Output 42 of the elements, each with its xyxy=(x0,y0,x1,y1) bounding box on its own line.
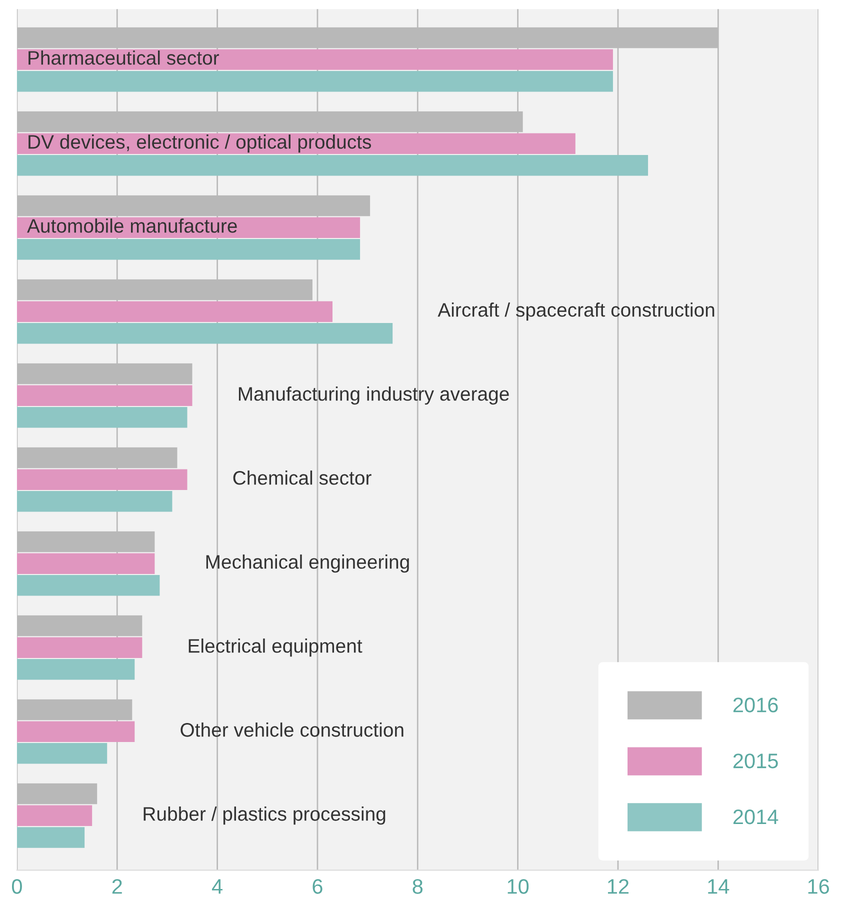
bar xyxy=(16,659,135,680)
bar xyxy=(16,491,172,512)
x-tick-label: 2 xyxy=(112,879,122,894)
y-tick-label: Other vehicle construction xyxy=(180,722,404,737)
bar xyxy=(16,743,108,764)
x-tick-label: 16 xyxy=(808,879,829,894)
x-tick-label: 4 xyxy=(212,879,222,894)
bar xyxy=(16,469,188,490)
legend-label: 2014 xyxy=(733,810,778,824)
x-tick-label: 8 xyxy=(412,879,423,894)
bar xyxy=(16,385,192,406)
bar xyxy=(16,637,142,658)
bar xyxy=(16,323,393,344)
y-tick-label: Pharmaceutical sector xyxy=(28,50,220,65)
x-tick-label: 10 xyxy=(508,879,529,894)
y-tick-label: Chemical sector xyxy=(233,470,372,485)
x-tick-label: 12 xyxy=(608,879,629,894)
bar xyxy=(16,575,160,596)
bar xyxy=(16,827,85,848)
y-tick-label: Aircraft / spacecraft construction xyxy=(438,302,714,321)
y-tick-label: Rubber / plastics processing xyxy=(144,806,386,825)
bar xyxy=(16,155,648,176)
bar xyxy=(16,239,360,260)
x-tick-label: 14 xyxy=(708,879,730,894)
y-tick-label: Automobile manufacture xyxy=(27,218,237,233)
bar xyxy=(16,805,92,826)
y-tick-label: DV devices, electronic / optical products xyxy=(28,134,372,153)
y-tick-label: Electrical equipment xyxy=(188,638,362,657)
bar xyxy=(16,721,135,742)
bar xyxy=(16,553,155,574)
legend-label: 2015 xyxy=(733,754,778,768)
x-tick-label: 0 xyxy=(12,879,22,894)
bar xyxy=(16,301,332,322)
bar xyxy=(16,71,613,92)
y-tick-label: Mechanical engineering xyxy=(206,554,409,573)
y-tick-label: Manufacturing industry average xyxy=(238,386,509,405)
bar xyxy=(16,217,360,238)
bar xyxy=(16,49,613,70)
legend-label: 2016 xyxy=(733,698,778,712)
x-tick-label: 6 xyxy=(312,879,322,894)
bar xyxy=(16,407,188,428)
bar xyxy=(16,133,576,154)
